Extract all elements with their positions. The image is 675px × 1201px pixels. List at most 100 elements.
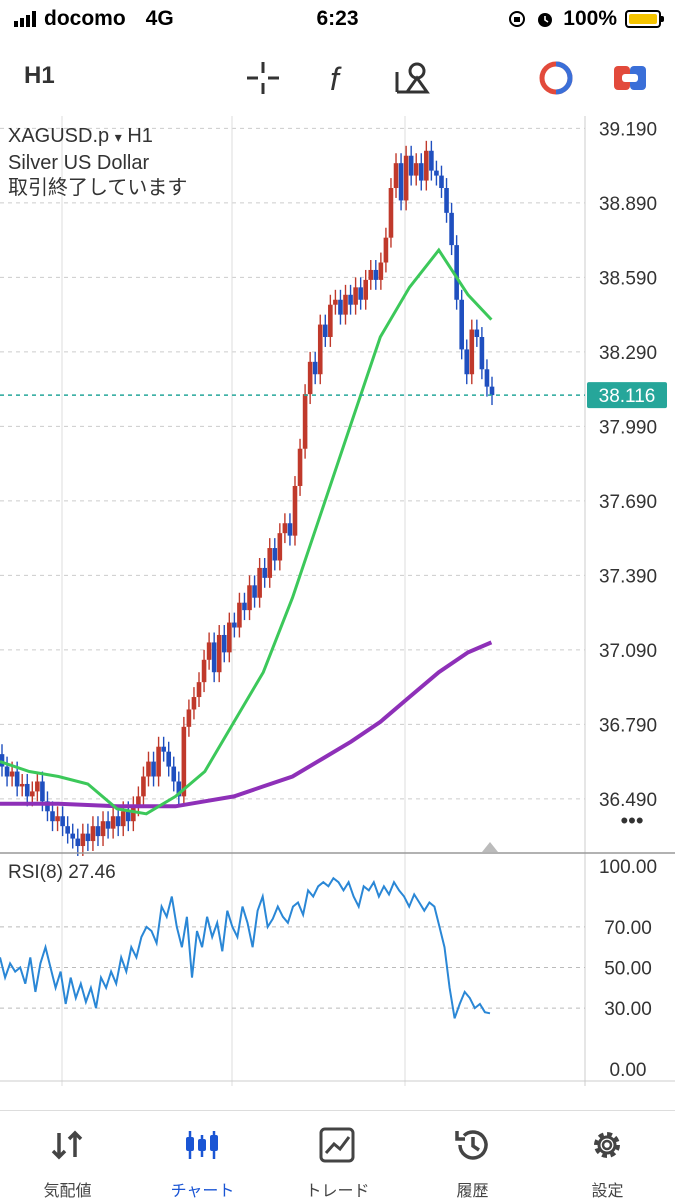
- candle: [196, 672, 202, 707]
- candle: [55, 806, 60, 832]
- candle: [333, 289, 338, 315]
- trade-toggle-icon[interactable]: [610, 58, 650, 98]
- signal-icon: [14, 11, 36, 27]
- candle: [272, 538, 278, 571]
- alarm-icon: [538, 13, 553, 27]
- candle: [282, 513, 288, 544]
- candle: [302, 384, 308, 459]
- candle: [317, 314, 323, 385]
- candle: [328, 294, 333, 347]
- candle: [35, 771, 40, 802]
- battery-icon: [625, 10, 664, 28]
- candle: [343, 284, 348, 325]
- objects-icon[interactable]: [393, 58, 433, 98]
- candle: [312, 351, 318, 385]
- candle: [403, 145, 409, 211]
- candle: [277, 523, 283, 571]
- carrier-name: docomo: [44, 7, 126, 30]
- history-icon: [455, 1130, 488, 1160]
- candle: [292, 476, 298, 546]
- candle: [237, 592, 242, 638]
- pie-timer-icon[interactable]: [536, 58, 576, 98]
- chart-description: Silver US Dollar: [8, 152, 149, 174]
- price-axis-label: 36.490: [599, 790, 657, 811]
- chart-shift-marker-icon[interactable]: [482, 842, 498, 852]
- function-icon[interactable]: f: [318, 58, 358, 98]
- candle: [429, 140, 434, 181]
- candle: [252, 575, 257, 608]
- current-price-tag: [587, 382, 667, 409]
- current-price-value: 38.116: [599, 386, 656, 407]
- bottom-nav: 気配値 チャート トレード 履歴 設定: [0, 1110, 675, 1201]
- candle: [247, 575, 252, 621]
- candle: [191, 687, 197, 720]
- candle: [479, 327, 485, 380]
- candle: [131, 796, 136, 832]
- candle: [363, 269, 369, 310]
- candle: [110, 806, 116, 839]
- candle: [90, 816, 96, 851]
- rsi-axis-label: 30.00: [604, 999, 652, 1020]
- candle: [353, 277, 358, 315]
- candle: [424, 140, 429, 191]
- orientation-lock-icon: [509, 11, 526, 27]
- candle: [60, 806, 65, 837]
- crosshair-icon[interactable]: [243, 58, 283, 98]
- nav-quotes[interactable]: 気配値: [0, 1111, 135, 1201]
- candle: [257, 557, 262, 608]
- candle: [75, 828, 81, 856]
- candle: [378, 252, 384, 290]
- rsi-label: RSI(8) 27.46: [8, 862, 116, 883]
- chart-icon: [186, 1131, 218, 1159]
- candle: [393, 153, 399, 198]
- battery-percent: 100%: [563, 7, 617, 30]
- candle: [297, 438, 303, 496]
- candle: [45, 791, 50, 822]
- chart-symbol[interactable]: XAGUSD.p ▾ H1: [8, 125, 153, 147]
- price-axis-label: 39.190: [599, 119, 657, 140]
- nav-history[interactable]: 履歴: [405, 1111, 540, 1201]
- candle: [186, 699, 192, 737]
- candle: [484, 359, 490, 397]
- candle: [80, 823, 86, 856]
- candle: [100, 811, 106, 847]
- candle: [206, 632, 212, 670]
- nav-settings[interactable]: 設定: [540, 1111, 675, 1201]
- price-axis-label: 37.090: [599, 641, 657, 662]
- candle: [115, 806, 121, 837]
- candle: [70, 823, 76, 849]
- clock: 6:23: [316, 7, 359, 30]
- price-chart[interactable]: 38.116 39.190 38.890 38.590 38.290 37.990 37.…: [0, 116, 675, 1109]
- rsi-axis-label: 100.00: [599, 857, 657, 878]
- candle: [459, 289, 464, 360]
- candle: [4, 756, 10, 787]
- timeframe-button[interactable]: H1: [24, 62, 55, 89]
- rsi-axis-label: 70.00: [604, 918, 652, 939]
- nav-trade[interactable]: トレード: [270, 1111, 405, 1201]
- candle: [232, 612, 237, 638]
- candle: [338, 289, 343, 325]
- candle: [171, 756, 177, 792]
- rsi-line: [0, 876, 491, 1019]
- symbol-dropdown-icon: ▾: [115, 129, 122, 145]
- candle: [267, 538, 273, 588]
- candle: [464, 339, 470, 385]
- price-axis-label: 38.590: [599, 268, 657, 289]
- candle: [287, 513, 293, 546]
- candle: [408, 145, 414, 186]
- candle: [348, 284, 353, 315]
- candle: [95, 816, 101, 847]
- candle: [227, 612, 232, 663]
- candle: [166, 741, 172, 777]
- candle: [449, 202, 454, 256]
- nav-chart[interactable]: チャート: [135, 1111, 270, 1201]
- candle: [439, 165, 444, 198]
- candle: [262, 557, 267, 588]
- candle: [373, 260, 379, 290]
- rsi-axis-label: 0.00: [610, 1060, 647, 1081]
- more-options-icon[interactable]: •••: [620, 808, 643, 833]
- candle: [156, 736, 161, 787]
- settings-icon: [594, 1132, 620, 1158]
- chart-area[interactable]: 38.116 39.190 38.890 38.590 38.290 37.990 37.…: [0, 116, 675, 1109]
- candle: [444, 178, 449, 223]
